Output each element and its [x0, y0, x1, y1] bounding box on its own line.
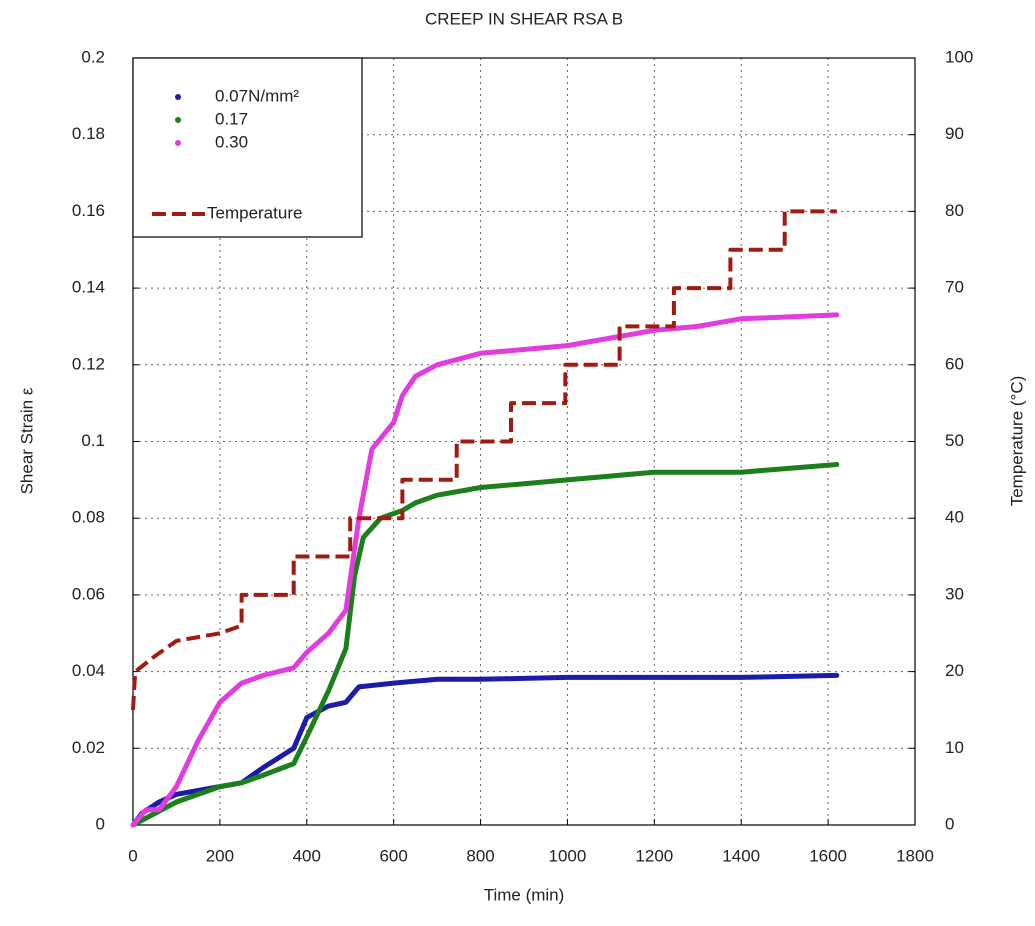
x-tick-label: 1200 [635, 846, 673, 865]
y2-tick-label: 30 [945, 584, 964, 603]
x-tick-label: 800 [466, 846, 494, 865]
legend-label: Temperature [207, 203, 302, 222]
y-tick-label: 0.16 [72, 201, 105, 220]
data-line [130, 312, 840, 828]
legend-swatch [175, 117, 181, 123]
y-tick-label: 0.12 [72, 354, 105, 373]
legend-label: 0.17 [215, 109, 248, 128]
x-tick-label: 1400 [722, 846, 760, 865]
legend-box [132, 57, 363, 238]
legend-swatch [175, 140, 181, 146]
y2-tick-label: 10 [945, 738, 964, 757]
y-tick-label: 0.08 [72, 508, 105, 527]
y2-axis-label: Temperature (°C) [1007, 376, 1026, 507]
data-line [131, 209, 837, 711]
y2-tick-label: 40 [945, 508, 964, 527]
x-axis-label: Time (min) [484, 885, 565, 904]
plot-frame [132, 57, 916, 826]
x-tick-label: 400 [293, 846, 321, 865]
x-tick-label: 0 [128, 846, 137, 865]
x-tick-label: 200 [206, 846, 234, 865]
y-tick-label: 0.2 [81, 47, 105, 66]
y-tick-label: 0 [96, 814, 105, 833]
y2-tick-label: 100 [945, 47, 973, 66]
y2-tick-label: 0 [945, 814, 954, 833]
y2-tick-label: 20 [945, 661, 964, 680]
x-tick-label: 1800 [896, 846, 934, 865]
x-tick-label: 600 [379, 846, 407, 865]
legend-label: 0.30 [215, 132, 248, 151]
y2-tick-label: 70 [945, 278, 964, 297]
y-tick-label: 0.02 [72, 738, 105, 757]
x-tick-label: 1600 [809, 846, 847, 865]
y-tick-label: 0.1 [81, 431, 105, 450]
y-tick-label: 0.18 [72, 124, 105, 143]
y-tick-label: 0.06 [72, 584, 105, 603]
chart-title: CREEP IN SHEAR RSA B [425, 9, 623, 28]
y2-tick-label: 50 [945, 431, 964, 450]
data-line [130, 462, 840, 828]
legend-label: 0.07N/mm² [215, 86, 299, 105]
y-tick-label: 0.14 [72, 278, 105, 297]
y-tick-label: 0.04 [72, 661, 105, 680]
x-tick-label: 1000 [549, 846, 587, 865]
y-axis-label: Shear Strain ε [17, 387, 36, 494]
y2-tick-label: 80 [945, 201, 964, 220]
legend-swatch [175, 94, 181, 100]
y2-tick-label: 90 [945, 124, 964, 143]
y2-tick-label: 60 [945, 354, 964, 373]
